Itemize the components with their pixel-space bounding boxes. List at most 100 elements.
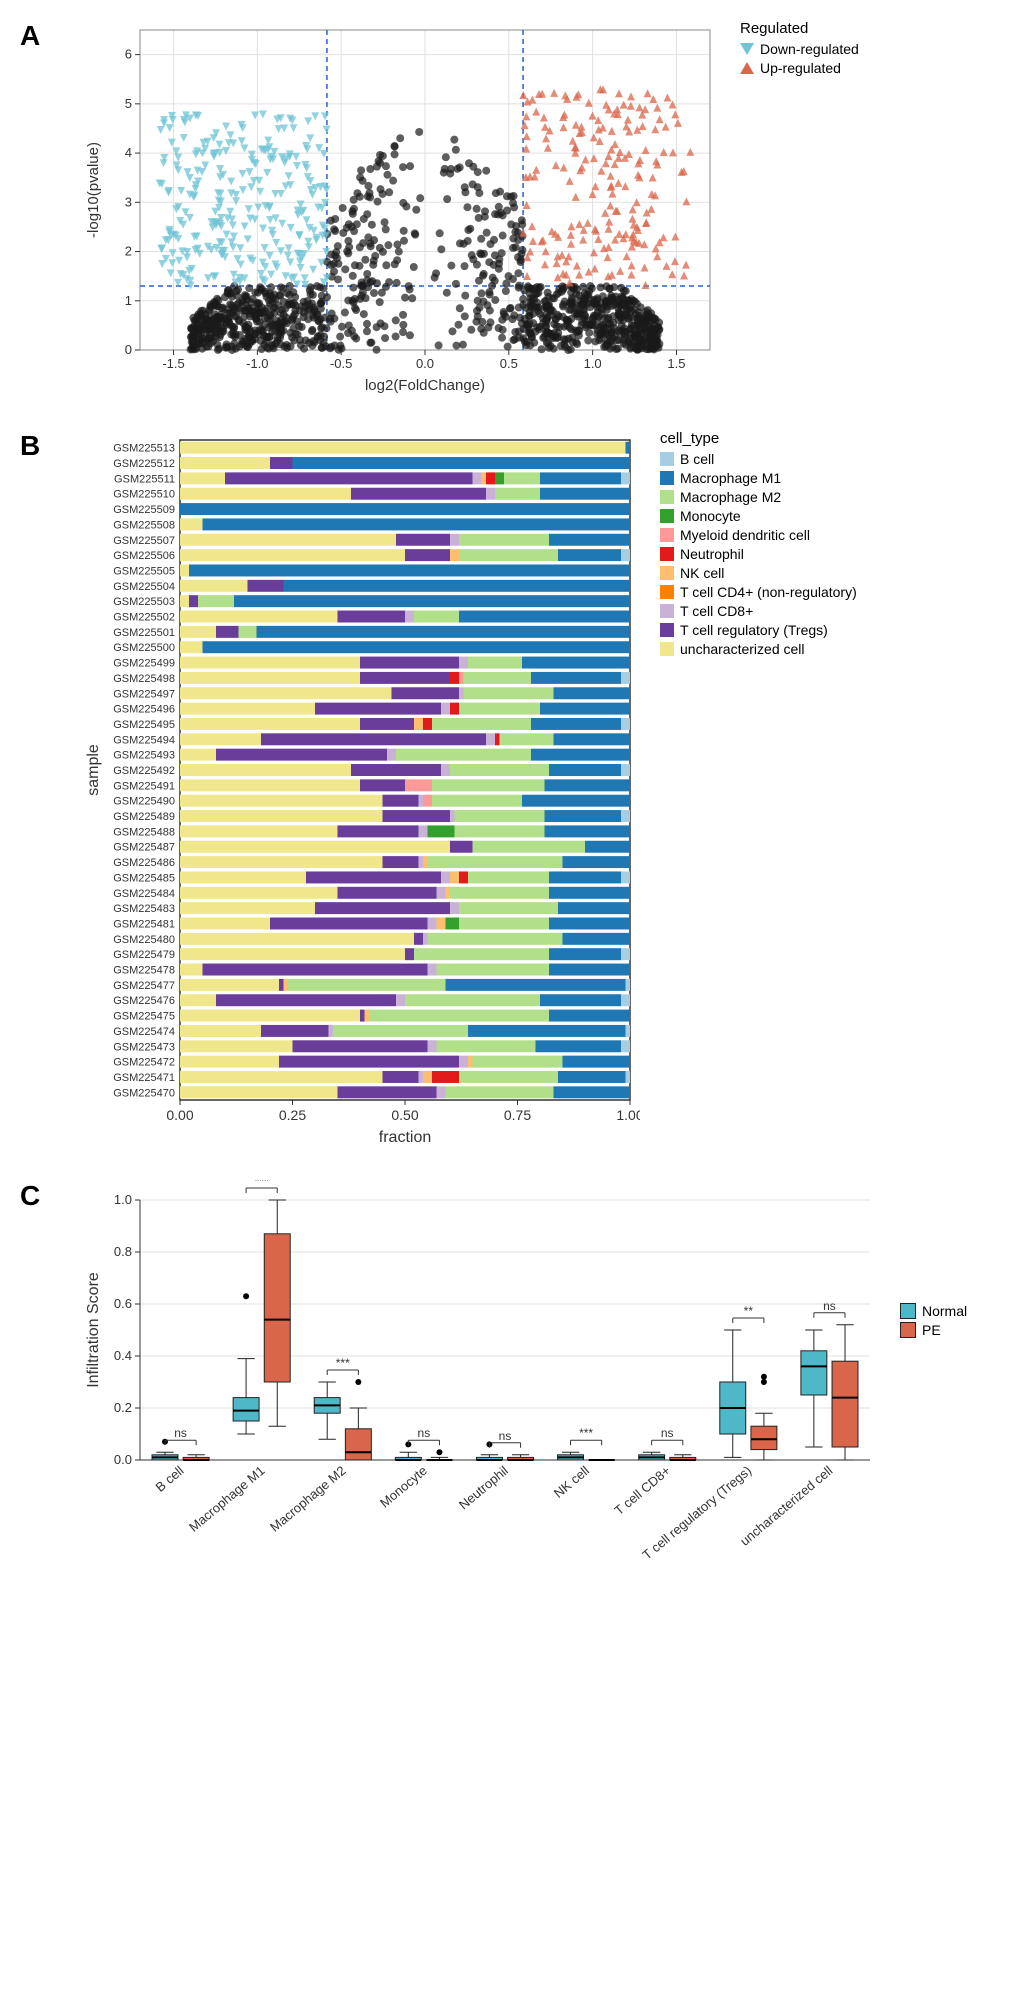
legend-label: uncharacterized cell [680,641,805,657]
svg-text:4: 4 [125,145,132,160]
svg-text:GSM225478: GSM225478 [113,965,175,977]
svg-text:***: *** [255,1180,269,1188]
legend-item: Macrophage M1 [660,470,857,486]
panel-c-label: C [20,1180,40,1212]
svg-text:GSM225504: GSM225504 [113,581,175,593]
svg-text:0.0: 0.0 [114,1452,132,1467]
svg-text:0.2: 0.2 [114,1400,132,1415]
svg-text:1.00: 1.00 [616,1107,640,1123]
legend-item: PE [900,1322,967,1338]
svg-text:3: 3 [125,194,132,209]
svg-text:GSM225491: GSM225491 [113,780,175,792]
svg-text:fraction: fraction [379,1129,431,1146]
legend-label: Monocyte [680,508,741,524]
svg-text:GSM225489: GSM225489 [113,811,175,823]
legend-item: T cell CD4+ (non-regulatory) [660,584,857,600]
svg-text:T cell CD8+: T cell CD8+ [611,1463,673,1518]
svg-text:Infiltration Score: Infiltration Score [85,1272,102,1388]
svg-text:GSM225474: GSM225474 [113,1026,175,1038]
svg-text:GSM225470: GSM225470 [113,1087,175,1099]
legend-label: T cell CD8+ [680,603,753,619]
svg-text:GSM225487: GSM225487 [113,842,175,854]
boxplot-chart: 0.00.20.40.60.81.0nsB cell***Macrophage … [80,1180,880,1600]
legend-item: Normal [900,1303,967,1319]
legend-item: Down-regulated [740,41,859,57]
svg-text:Macrophage M1: Macrophage M1 [186,1463,268,1535]
svg-text:GSM225509: GSM225509 [113,504,175,516]
svg-text:***: *** [579,1426,593,1440]
svg-text:GSM225511: GSM225511 [114,473,175,485]
legend-a-title: Regulated [740,20,859,37]
svg-text:GSM225498: GSM225498 [113,673,175,685]
svg-text:Neutrophil: Neutrophil [456,1463,511,1513]
svg-text:-0.5: -0.5 [330,356,352,371]
panel-b: B GSM225513GSM225512GSM225511GSM225510GS… [20,430,1000,1150]
svg-text:GSM225496: GSM225496 [113,704,175,716]
svg-text:GSM225486: GSM225486 [113,857,175,869]
svg-text:GSM225484: GSM225484 [113,888,175,900]
svg-text:6: 6 [125,47,132,62]
legend-label: Down-regulated [760,41,859,57]
legend-item: uncharacterized cell [660,641,857,657]
svg-text:ns: ns [661,1426,674,1440]
svg-text:GSM225495: GSM225495 [113,719,175,731]
svg-text:GSM225492: GSM225492 [113,765,175,777]
svg-text:Monocyte: Monocyte [377,1463,430,1511]
legend-item: Up-regulated [740,60,859,76]
svg-text:GSM225493: GSM225493 [113,750,175,762]
svg-text:-log10(pvalue): -log10(pvalue) [85,142,102,238]
legend-item: NK cell [660,565,857,581]
svg-text:GSM225501: GSM225501 [113,627,175,639]
svg-text:GSM225473: GSM225473 [113,1041,175,1053]
svg-text:GSM225472: GSM225472 [113,1057,175,1069]
legend-item: T cell regulatory (Tregs) [660,622,857,638]
svg-text:GSM225475: GSM225475 [113,1011,175,1023]
legend-label: Up-regulated [760,60,841,76]
legend-b-title: cell_type [660,430,857,447]
stacked-bar-chart: GSM225513GSM225512GSM225511GSM225510GSM2… [80,430,640,1150]
svg-text:GSM225513: GSM225513 [113,443,175,455]
svg-text:log2(FoldChange): log2(FoldChange) [365,377,485,394]
svg-text:GSM225485: GSM225485 [113,872,175,884]
svg-text:1.5: 1.5 [667,356,685,371]
legend-label: PE [922,1322,941,1338]
svg-text:GSM225500: GSM225500 [113,642,175,654]
volcano-plot: -1.5-1.0-0.50.00.51.01.50123456log2(Fold… [80,20,720,400]
legend-label: Myeloid dendritic cell [680,527,810,543]
svg-text:GSM225479: GSM225479 [113,949,175,961]
svg-text:GSM225480: GSM225480 [113,934,175,946]
svg-text:-1.0: -1.0 [246,356,268,371]
svg-text:ns: ns [174,1426,187,1440]
panel-c: C 0.00.20.40.60.81.0nsB cell***Macrophag… [20,1180,1000,1600]
svg-text:**: ** [744,1304,754,1318]
svg-text:GSM225507: GSM225507 [113,535,175,547]
svg-text:0.4: 0.4 [114,1348,132,1363]
panel-b-legend: cell_type B cellMacrophage M1Macrophage … [660,430,857,660]
svg-text:0.50: 0.50 [391,1107,418,1123]
legend-label: T cell regulatory (Tregs) [680,622,828,638]
svg-text:B cell: B cell [152,1463,186,1495]
legend-item: B cell [660,451,857,467]
svg-text:GSM225471: GSM225471 [113,1072,175,1084]
svg-text:GSM225510: GSM225510 [113,489,175,501]
svg-text:ns: ns [499,1429,512,1443]
legend-label: Neutrophil [680,546,744,562]
svg-text:GSM225476: GSM225476 [113,995,175,1007]
panel-a-label: A [20,20,40,52]
svg-text:0.0: 0.0 [416,356,434,371]
svg-text:GSM225488: GSM225488 [113,826,175,838]
legend-label: T cell CD4+ (non-regulatory) [680,584,857,600]
legend-item: T cell CD8+ [660,603,857,619]
svg-text:NK cell: NK cell [551,1463,592,1501]
svg-text:Macrophage M2: Macrophage M2 [267,1463,349,1535]
svg-text:1: 1 [125,293,132,308]
svg-text:0.75: 0.75 [504,1107,531,1123]
svg-text:GSM225477: GSM225477 [113,980,175,992]
panel-a: A -1.5-1.0-0.50.00.51.01.50123456log2(Fo… [20,20,1000,400]
legend-item: Neutrophil [660,546,857,562]
svg-text:-1.5: -1.5 [162,356,184,371]
svg-text:2: 2 [125,244,132,259]
legend-label: B cell [680,451,714,467]
svg-text:GSM225508: GSM225508 [113,519,175,531]
svg-text:ns: ns [823,1299,836,1313]
